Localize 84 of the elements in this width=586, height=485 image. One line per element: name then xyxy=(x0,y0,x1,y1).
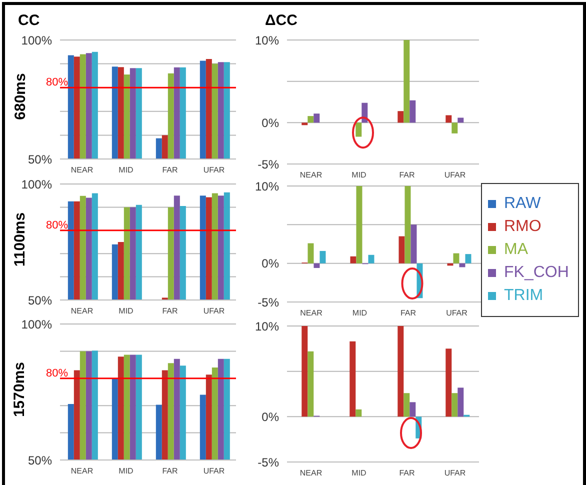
bar xyxy=(350,341,356,417)
x-tick-label: NEAR xyxy=(300,308,323,318)
legend-label: RAW xyxy=(504,195,541,213)
ref-line-label: 80% xyxy=(46,219,68,232)
y-tick-label: 0% xyxy=(262,116,280,130)
bar xyxy=(356,122,362,137)
y-tick-label: -5% xyxy=(258,455,280,470)
bar xyxy=(398,326,404,417)
y-tick-label: -5% xyxy=(258,295,280,310)
legend-label: FK_COH xyxy=(504,264,569,282)
x-tick-label: FAR xyxy=(162,306,178,316)
ref-line-label: 80% xyxy=(46,367,68,380)
y-tick-label: -5% xyxy=(258,157,280,172)
x-tick-label: UFAR xyxy=(203,306,225,316)
bar xyxy=(302,326,308,417)
x-tick-label: NEAR xyxy=(300,170,322,180)
bar xyxy=(452,393,458,417)
x-tick-label: MID xyxy=(352,468,367,478)
y-tick-label: 100% xyxy=(21,177,52,192)
y-tick-label: 10% xyxy=(254,179,280,194)
bar xyxy=(459,263,466,268)
bar xyxy=(398,111,404,123)
bar xyxy=(410,224,417,264)
bar xyxy=(410,100,416,123)
bar xyxy=(302,122,308,126)
y-axis-title: 1100ms xyxy=(12,212,29,266)
x-tick-label: NEAR xyxy=(70,466,94,476)
x-tick-label: UFAR xyxy=(444,468,466,478)
y-tick-label: 50% xyxy=(28,293,52,308)
bar xyxy=(350,256,356,264)
chart-title: ΔCC xyxy=(264,12,298,31)
bar xyxy=(320,250,326,264)
bar xyxy=(356,409,362,417)
x-tick-label: UFAR xyxy=(446,308,468,318)
x-tick-label: FAR xyxy=(400,308,416,318)
ref-line-label: 80% xyxy=(46,76,68,89)
bar xyxy=(458,388,464,417)
y-tick-label: 100% xyxy=(21,33,52,48)
bar xyxy=(410,402,416,417)
x-tick-label: NEAR xyxy=(300,468,322,478)
bar xyxy=(314,114,320,123)
chart-title: CC xyxy=(17,12,41,31)
x-tick-label: FAR xyxy=(399,468,415,478)
bar xyxy=(308,116,314,123)
x-tick-label: NEAR xyxy=(70,306,94,316)
y-tick-label: 10% xyxy=(254,319,280,334)
y-tick-label: 0% xyxy=(262,410,280,424)
x-tick-label: FAR xyxy=(162,466,178,476)
bar xyxy=(465,254,472,264)
x-tick-label: MID xyxy=(352,308,368,318)
x-tick-label: UFAR xyxy=(203,466,225,476)
legend-label: RMO xyxy=(504,218,542,236)
bar xyxy=(308,351,314,417)
x-tick-label: MID xyxy=(118,166,134,175)
y-tick-label: 100% xyxy=(21,317,52,332)
bar xyxy=(458,118,464,123)
y-tick-label: 0% xyxy=(262,256,280,271)
bar xyxy=(404,186,411,264)
bar xyxy=(398,236,405,264)
legend-label: MA xyxy=(504,241,528,259)
y-tick-label: 50% xyxy=(28,152,52,166)
x-tick-label: MID xyxy=(352,170,367,180)
x-tick-label: UFAR xyxy=(203,166,225,175)
x-tick-label: UFAR xyxy=(444,170,466,180)
x-tick-label: NEAR xyxy=(70,166,94,175)
bar xyxy=(368,254,374,264)
x-tick-label: MID xyxy=(118,466,134,476)
y-axis-title: 1570ms xyxy=(12,361,28,417)
x-tick-label: MID xyxy=(118,306,134,316)
y-axis-title: 680ms xyxy=(12,73,28,120)
bar xyxy=(453,253,460,264)
legend-label: TRIM xyxy=(504,287,544,305)
bar xyxy=(446,348,452,417)
bar xyxy=(404,40,410,123)
bar xyxy=(404,393,410,417)
bar xyxy=(356,186,362,264)
bar xyxy=(308,243,314,264)
bar xyxy=(446,115,452,123)
bar xyxy=(452,122,458,134)
bar xyxy=(314,263,320,268)
y-tick-label: 10% xyxy=(254,33,280,48)
y-tick-label: 50% xyxy=(28,453,52,468)
x-tick-label: FAR xyxy=(162,166,178,175)
x-tick-label: FAR xyxy=(399,170,415,180)
